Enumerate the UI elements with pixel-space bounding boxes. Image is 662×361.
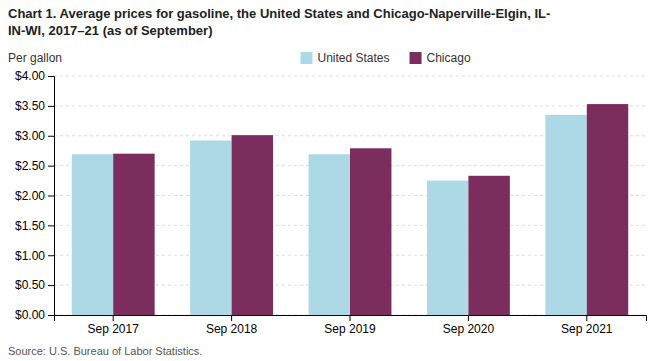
source: Source: U.S. Bureau of Labor Statistics. xyxy=(8,345,202,357)
bar xyxy=(427,181,468,315)
bar xyxy=(232,135,273,315)
x-tick: Sep 2018 xyxy=(206,315,258,336)
y-tick-label: $0.00 xyxy=(15,308,45,322)
legend-label: Chicago xyxy=(427,51,471,65)
y-axis-label: Per gallon xyxy=(8,51,62,65)
y-tick: $2.00 xyxy=(15,189,54,203)
bar xyxy=(190,141,231,315)
y-tick-mark xyxy=(48,166,54,167)
y-axis: $0.00 $0.50 $1.00 $1.50 $2.00 $2.50 $3.00 $3.50… xyxy=(15,69,55,322)
legend-item: United States xyxy=(300,51,389,65)
x-tick: Sep 2019 xyxy=(324,315,376,336)
legend: United States Chicago xyxy=(300,51,470,65)
y-tick-label: $0.50 xyxy=(15,278,45,292)
y-tick-mark xyxy=(48,136,54,137)
y-tick-mark xyxy=(48,225,54,226)
y-tick-label: $3.00 xyxy=(15,129,45,143)
grid xyxy=(54,76,646,315)
y-tick: $0.00 xyxy=(15,308,54,322)
series xyxy=(72,115,587,315)
y-tick: $1.50 xyxy=(15,219,54,233)
legend-label: United States xyxy=(317,51,389,65)
x-tick-mark xyxy=(350,315,351,321)
x-axis: Sep 2017 Sep 2018 Sep 2019 Sep 2020 Sep 2021 xyxy=(55,315,647,336)
chart: Chart 1. Average prices for gasoline, th… xyxy=(0,0,662,361)
bar xyxy=(587,104,628,315)
y-tick: $0.50 xyxy=(15,278,54,292)
y-tick-label: $2.50 xyxy=(15,159,45,173)
bar xyxy=(309,154,350,315)
x-tick-label: Sep 2019 xyxy=(324,322,376,336)
bar xyxy=(113,154,154,315)
y-tick-mark xyxy=(48,315,54,316)
grid-line xyxy=(54,76,646,77)
x-tick: Sep 2017 xyxy=(88,315,140,336)
legend-swatch xyxy=(410,52,422,64)
x-tick: Sep 2020 xyxy=(443,315,495,336)
y-tick-label: $4.00 xyxy=(15,69,45,83)
x-tick: Sep 2021 xyxy=(561,315,613,336)
plot: $0.00 $0.50 $1.00 $1.50 $2.00 $2.50 $3.00 $3.50… xyxy=(15,69,647,335)
y-tick-label: $3.50 xyxy=(15,99,45,113)
x-tick-mark xyxy=(231,315,232,321)
x-tick-label: Sep 2020 xyxy=(443,322,495,336)
y-tick: $3.00 xyxy=(15,129,54,143)
x-axis-domain xyxy=(55,316,647,322)
bar xyxy=(468,176,509,315)
y-tick: $3.50 xyxy=(15,99,54,113)
x-tick-label: Sep 2021 xyxy=(561,322,613,336)
y-tick: $1.00 xyxy=(15,249,54,263)
bar xyxy=(545,115,586,315)
y-tick-label: $1.00 xyxy=(15,249,45,263)
x-tick-mark xyxy=(468,315,469,321)
y-axis-domain xyxy=(48,77,55,316)
y-tick-label: $2.00 xyxy=(15,189,45,203)
x-tick-mark xyxy=(113,315,114,321)
x-tick-label: Sep 2017 xyxy=(88,322,140,336)
x-tick-label: Sep 2018 xyxy=(206,322,258,336)
bar xyxy=(350,148,391,315)
legend-swatch xyxy=(300,52,312,64)
y-tick-label: $1.50 xyxy=(15,219,45,233)
series xyxy=(113,104,628,315)
title: Chart 1. Average prices for gasoline, th… xyxy=(8,6,550,21)
y-tick-mark xyxy=(48,76,54,77)
y-tick-mark xyxy=(48,255,54,256)
y-tick-mark xyxy=(48,106,54,107)
x-tick-mark xyxy=(586,315,587,321)
grid-line xyxy=(54,105,646,106)
bars xyxy=(72,104,628,315)
y-tick: $2.50 xyxy=(15,159,54,173)
bar xyxy=(72,154,113,315)
legend-item: Chicago xyxy=(410,51,471,65)
title: IN-WI, 2017–21 (as of September) xyxy=(8,23,212,38)
y-tick-mark xyxy=(48,285,54,286)
y-tick-mark xyxy=(48,196,54,197)
y-tick: $4.00 xyxy=(15,69,54,83)
